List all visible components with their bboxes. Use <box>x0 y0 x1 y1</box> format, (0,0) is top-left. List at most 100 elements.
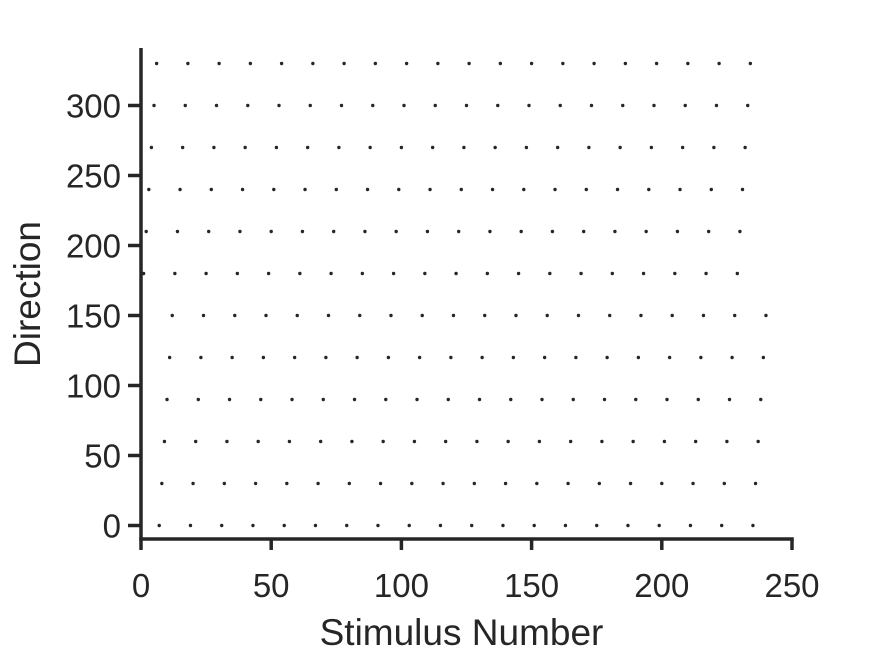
data-point <box>618 145 622 150</box>
data-point <box>238 229 242 234</box>
data-point <box>193 439 198 444</box>
data-point <box>699 355 703 360</box>
data-point <box>678 187 682 192</box>
data-point <box>761 355 766 360</box>
data-point <box>636 355 641 360</box>
data-point <box>339 103 344 108</box>
data-point <box>558 103 562 108</box>
data-point <box>365 187 370 192</box>
data-point <box>657 523 661 528</box>
data-point <box>378 481 383 486</box>
data-point <box>318 439 323 444</box>
data-point <box>311 61 315 66</box>
data-point <box>529 61 534 66</box>
data-point <box>355 355 359 360</box>
data-point <box>259 397 263 402</box>
data-point <box>410 481 414 486</box>
data-point <box>597 481 602 486</box>
data-point <box>433 103 437 108</box>
data-point <box>279 61 284 66</box>
data-point <box>509 397 513 402</box>
data-point <box>613 229 617 234</box>
data-point <box>688 523 693 528</box>
data-point <box>540 397 544 402</box>
data-point <box>548 271 552 276</box>
data-point <box>693 439 698 444</box>
data-point <box>201 313 206 318</box>
data-point <box>188 523 193 528</box>
data-point <box>214 103 219 108</box>
data-point <box>298 271 302 276</box>
data-point <box>691 481 695 486</box>
data-point <box>449 355 453 360</box>
data-point <box>608 313 612 318</box>
data-point <box>454 271 458 276</box>
data-point <box>733 313 737 318</box>
data-point <box>313 523 318 528</box>
data-point <box>605 355 609 360</box>
data-point <box>266 271 271 276</box>
data-point <box>199 355 203 360</box>
data-point <box>173 271 177 276</box>
data-point <box>399 145 404 150</box>
data-point <box>730 355 734 360</box>
data-point <box>316 481 320 486</box>
data-point <box>386 355 391 360</box>
data-point <box>600 439 604 444</box>
data-point <box>485 271 490 276</box>
data-point <box>641 271 646 276</box>
data-point <box>430 145 435 150</box>
data-point <box>207 229 211 234</box>
data-point <box>511 355 516 360</box>
data-point <box>631 439 635 444</box>
data-point <box>162 439 167 444</box>
data-point <box>522 187 526 192</box>
data-point <box>516 271 521 276</box>
data-point <box>756 439 760 444</box>
data-point <box>329 271 333 276</box>
data-point <box>571 397 575 402</box>
data-point <box>746 103 750 108</box>
data-point <box>496 103 500 108</box>
data-point <box>300 229 305 234</box>
data-point <box>581 229 586 234</box>
data-point <box>576 313 581 318</box>
data-point <box>537 439 542 444</box>
data-point <box>227 397 232 402</box>
data-point <box>675 229 680 234</box>
data-point <box>592 61 596 66</box>
data-point <box>719 523 724 528</box>
data-point <box>157 523 161 528</box>
data-point <box>553 187 557 192</box>
data-point <box>326 313 331 318</box>
data-point <box>615 187 620 192</box>
data-point <box>459 187 463 192</box>
data-point <box>308 103 312 108</box>
data-point <box>230 355 234 360</box>
data-point <box>246 103 250 108</box>
data-point <box>222 481 227 486</box>
data-point <box>180 145 185 150</box>
y-tick-label: 50 <box>84 438 121 475</box>
data-point <box>436 61 440 66</box>
data-point <box>470 523 474 528</box>
y-axis-ticks: 0 50 100 150 200 250 300 <box>66 88 141 545</box>
data-point <box>248 61 253 66</box>
data-point <box>152 103 156 108</box>
data-point <box>256 439 260 444</box>
data-point <box>706 229 711 234</box>
data-point <box>566 481 570 486</box>
data-point <box>743 145 747 150</box>
data-point <box>345 523 349 528</box>
data-point <box>342 61 346 66</box>
data-point <box>501 523 505 528</box>
data-point <box>701 313 706 318</box>
data-point <box>360 271 365 276</box>
data-point <box>498 61 503 66</box>
x-tick-label: 250 <box>764 567 819 604</box>
data-point <box>347 481 352 486</box>
data-point <box>212 145 216 150</box>
y-tick-label: 100 <box>66 368 121 405</box>
data-point <box>480 355 484 360</box>
data-point <box>639 313 643 318</box>
